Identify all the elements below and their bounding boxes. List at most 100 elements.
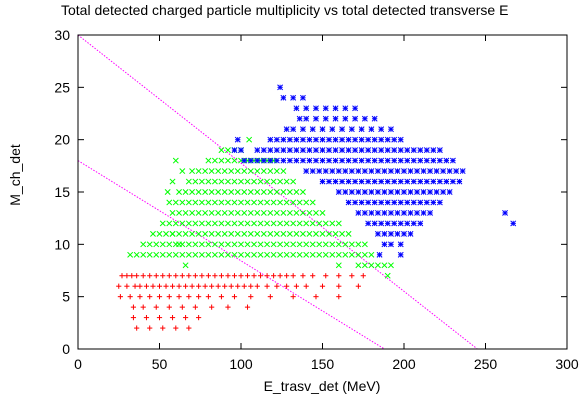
data-point-star [299, 94, 306, 101]
data-point-plus [228, 283, 234, 289]
data-point-star [510, 220, 517, 227]
data-point-cross [198, 178, 205, 185]
data-point-cross [361, 262, 368, 269]
data-point-cross [339, 230, 346, 237]
data-point-star [329, 126, 336, 133]
data-point-star [436, 178, 443, 185]
data-point-cross [296, 199, 303, 206]
data-point-cross [205, 220, 212, 227]
data-point-cross [247, 209, 254, 216]
data-point-star [407, 230, 414, 237]
data-point-cross [290, 220, 297, 227]
data-point-cross [283, 220, 290, 227]
data-point-cross [264, 251, 271, 258]
data-point-cross [198, 251, 205, 258]
data-point-cross [231, 199, 238, 206]
data-point-star [361, 115, 368, 122]
data-point-cross [215, 230, 222, 237]
data-point-cross [211, 178, 218, 185]
data-point-plus [222, 283, 228, 289]
data-point-star [453, 168, 460, 175]
data-point-cross [273, 230, 280, 237]
data-point-star [342, 189, 349, 195]
data-point-star [342, 105, 349, 112]
data-point-star [319, 178, 326, 185]
data-point-star [427, 168, 434, 175]
data-point-star [234, 136, 241, 143]
data-point-star [374, 230, 381, 237]
data-point-cross [241, 230, 248, 237]
data-point-cross [228, 189, 235, 195]
data-point-star [410, 147, 417, 154]
data-point-cross [166, 241, 173, 248]
data-point-cross [313, 209, 319, 216]
data-point-star [430, 157, 437, 164]
data-point-cross [205, 157, 212, 164]
data-point-cross [198, 199, 205, 206]
data-point-star [401, 168, 407, 175]
data-point-cross [150, 230, 156, 237]
data-point-cross [244, 220, 251, 227]
data-point-cross [267, 209, 274, 216]
data-point-cross [329, 251, 336, 258]
data-point-cross [195, 209, 202, 216]
data-point-star [414, 209, 420, 216]
data-point-star [388, 230, 394, 237]
data-point-cross [264, 241, 271, 248]
data-point-plus [235, 283, 241, 289]
data-point-star [322, 105, 329, 112]
data-point-plus [355, 283, 361, 289]
data-point-cross [342, 251, 349, 258]
data-point-cross [225, 178, 231, 185]
data-point-star [368, 189, 375, 195]
data-point-star [410, 220, 417, 227]
data-point-cross [280, 168, 287, 175]
data-point-star [420, 168, 427, 175]
data-point-star [374, 209, 381, 216]
data-point-cross [208, 168, 215, 175]
data-point-star [273, 136, 280, 143]
data-point-star [319, 136, 326, 143]
data-point-star [391, 147, 398, 154]
data-point-plus [205, 294, 211, 300]
data-point-cross [211, 251, 218, 258]
data-point-star [358, 157, 365, 164]
data-point-cross [185, 241, 192, 248]
data-point-cross [195, 168, 202, 175]
data-point-star [371, 199, 378, 206]
data-point-plus [360, 273, 366, 279]
data-point-star [342, 115, 349, 122]
data-point-star [286, 157, 293, 164]
guide-line [77, 34, 478, 350]
y-tick-label: 5 [62, 289, 70, 305]
data-point-plus [166, 273, 172, 279]
data-point-plus [290, 294, 296, 300]
data-point-plus [319, 283, 326, 289]
data-point-star [293, 147, 300, 154]
data-point-cross [251, 199, 257, 206]
data-point-star [309, 126, 316, 133]
data-point-plus [130, 315, 137, 321]
data-point-cross [296, 251, 303, 258]
data-point-plus [251, 273, 257, 279]
plot-area [77, 34, 568, 350]
data-point-plus [274, 283, 280, 289]
data-point-plus [231, 294, 238, 300]
data-point-star [326, 157, 332, 164]
data-point-cross [153, 251, 160, 258]
data-point-star [397, 136, 404, 143]
data-point-cross [348, 251, 355, 258]
data-point-cross [140, 241, 147, 248]
data-point-star [313, 136, 319, 143]
data-point-star [326, 178, 332, 185]
data-point-star [436, 147, 443, 154]
data-point-star [293, 105, 300, 112]
data-point-plus [116, 283, 122, 289]
data-point-plus [189, 283, 195, 289]
data-point-cross [384, 272, 391, 279]
data-point-plus [303, 283, 309, 289]
data-point-plus [257, 273, 264, 279]
data-point-star [358, 136, 365, 143]
data-point-star [381, 241, 388, 248]
data-point-cross [299, 230, 306, 237]
